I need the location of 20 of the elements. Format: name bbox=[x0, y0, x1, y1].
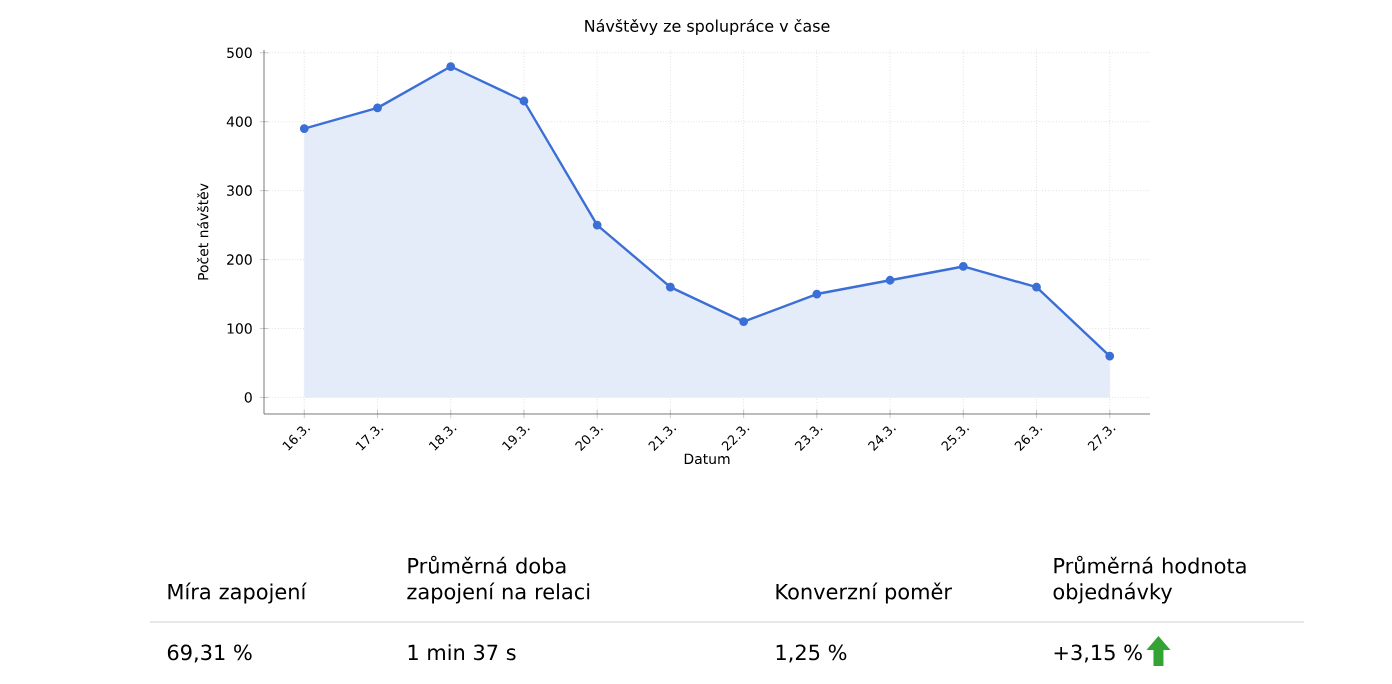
point bbox=[519, 96, 529, 106]
text: 1 min 37 s bbox=[408, 644, 516, 661]
text: 1,25 % bbox=[776, 644, 847, 663]
text: Průměrná doba zapojení na relaci bbox=[407, 555, 590, 604]
text: Průměrná hodnota objednávky bbox=[1053, 555, 1246, 604]
text: Konverzní poměr bbox=[776, 582, 952, 604]
point bbox=[1105, 351, 1115, 361]
point bbox=[299, 124, 309, 133]
text: 69,31 % bbox=[167, 644, 252, 663]
point bbox=[1032, 282, 1041, 292]
point bbox=[666, 282, 675, 292]
point bbox=[958, 262, 968, 271]
point bbox=[885, 275, 895, 285]
point bbox=[446, 62, 456, 71]
text: +3,15 % bbox=[1054, 644, 1142, 663]
point bbox=[373, 103, 382, 113]
point bbox=[592, 220, 602, 230]
point bbox=[739, 317, 749, 326]
point bbox=[812, 289, 822, 299]
text: Míra zapojení bbox=[168, 582, 307, 604]
